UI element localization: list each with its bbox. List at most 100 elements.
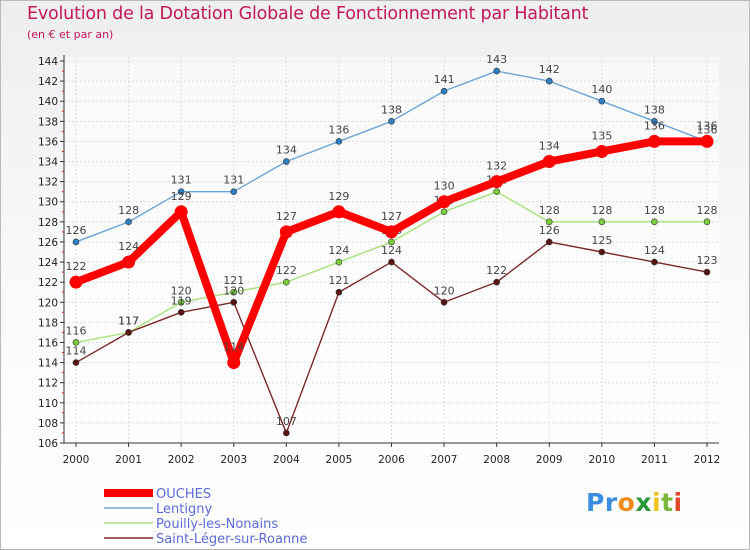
legend-label: Pouilly-les-Nonains <box>156 517 278 532</box>
x-tick-label: 2012 <box>694 454 721 466</box>
y-tick-label: 116 <box>38 337 58 349</box>
y-tick-label: 132 <box>38 177 58 189</box>
chart-subtitle: (en € et par an) <box>27 28 114 41</box>
data-label-ouches: 124 <box>118 240 139 253</box>
data-label-ouches: 134 <box>539 140 560 153</box>
data-point-pouilly-les-nonains <box>703 218 711 226</box>
y-tick-label: 130 <box>38 197 58 209</box>
data-label-ouches: 136 <box>644 119 665 132</box>
y-tick-label: 110 <box>38 398 58 410</box>
x-tick-label: 2009 <box>536 454 563 466</box>
data-point-lentigny <box>440 87 448 95</box>
data-label-ouches: 122 <box>66 260 87 273</box>
y-tick-label: 142 <box>38 76 58 88</box>
data-label-pouilly-les-nonains: 116 <box>66 324 87 337</box>
data-point-saint-l-ger-sur-roanne <box>335 288 343 296</box>
data-point-pouilly-les-nonains <box>283 278 290 286</box>
data-point-pouilly-les-nonains <box>651 218 658 226</box>
data-point-pouilly-les-nonains <box>230 288 238 296</box>
data-label-pouilly-les-nonains: 128 <box>644 204 665 217</box>
data-point-ouches <box>437 195 451 209</box>
data-point-ouches <box>700 134 714 148</box>
data-label-lentigny: 134 <box>276 144 297 157</box>
data-point-ouches <box>174 205 188 219</box>
data-point-saint-l-ger-sur-roanne <box>283 429 290 437</box>
data-point-ouches <box>122 255 136 269</box>
data-label-ouches: 135 <box>591 129 612 142</box>
data-label-saint-l-ger-sur-roanne: 117 <box>118 314 139 327</box>
x-tick-label: 2000 <box>63 454 90 466</box>
data-label-lentigny: 131 <box>171 174 192 187</box>
data-label-pouilly-les-nonains: 128 <box>697 204 718 217</box>
y-tick-label: 122 <box>38 277 58 289</box>
data-label-saint-l-ger-sur-roanne: 120 <box>223 284 244 297</box>
x-tick-label: 2002 <box>168 454 195 466</box>
y-tick-label: 120 <box>38 297 58 309</box>
data-label-pouilly-les-nonains: 124 <box>328 244 349 257</box>
x-tick-label: 2006 <box>378 454 405 466</box>
x-tick-label: 2010 <box>588 454 615 466</box>
data-point-lentigny <box>545 77 553 85</box>
data-label-saint-l-ger-sur-roanne: 122 <box>486 264 507 277</box>
x-tick-label: 2007 <box>431 454 458 466</box>
data-point-saint-l-ger-sur-roanne <box>703 268 711 276</box>
data-point-pouilly-les-nonains <box>545 218 553 226</box>
data-point-pouilly-les-nonains <box>598 218 606 226</box>
data-point-pouilly-les-nonains <box>177 298 185 306</box>
data-point-pouilly-les-nonains <box>493 188 500 195</box>
data-label-lentigny: 128 <box>118 204 139 217</box>
data-label-lentigny: 136 <box>328 123 349 136</box>
data-label-lentigny: 131 <box>223 174 244 187</box>
data-point-ouches <box>647 134 661 148</box>
data-point-lentigny <box>230 188 238 195</box>
data-label-lentigny: 143 <box>486 53 507 66</box>
data-point-saint-l-ger-sur-roanne <box>230 298 238 306</box>
logo-letter: r <box>604 488 618 517</box>
logo-letter: i <box>652 488 662 517</box>
y-tick-label: 106 <box>38 438 58 450</box>
y-tick-label: 144 <box>38 56 58 68</box>
data-point-saint-l-ger-sur-roanne <box>493 278 500 286</box>
data-label-pouilly-les-nonains: 120 <box>171 284 192 297</box>
data-point-lentigny <box>177 188 185 195</box>
data-point-lentigny <box>72 238 80 246</box>
y-tick-label: 138 <box>38 116 58 128</box>
data-label-saint-l-ger-sur-roanne: 121 <box>328 274 349 287</box>
data-label-saint-l-ger-sur-roanne: 126 <box>539 224 560 237</box>
legend-label: OUCHES <box>156 487 211 502</box>
data-label-saint-l-ger-sur-roanne: 124 <box>644 244 665 257</box>
y-tick-label: 128 <box>38 217 58 229</box>
data-label-saint-l-ger-sur-roanne: 123 <box>697 254 718 267</box>
data-point-lentigny <box>125 218 132 226</box>
x-tick-label: 2005 <box>326 454 353 466</box>
data-point-pouilly-les-nonains <box>335 258 343 266</box>
data-point-ouches <box>490 175 504 189</box>
data-label-ouches: 114 <box>223 341 244 354</box>
y-tick-label: 118 <box>38 317 58 329</box>
data-point-ouches <box>279 225 293 239</box>
data-label-pouilly-les-nonains: 121 <box>223 274 244 287</box>
data-label-pouilly-les-nonains: 122 <box>276 264 297 277</box>
legend-label: Saint-Léger-sur-Roanne <box>156 532 307 547</box>
data-point-pouilly-les-nonains <box>440 208 448 216</box>
x-tick-label: 2003 <box>220 454 247 466</box>
data-point-ouches <box>69 275 83 289</box>
data-label-pouilly-les-nonains: 117 <box>118 314 139 327</box>
data-point-lentigny <box>651 118 658 125</box>
legend-label: Lentigny <box>156 502 212 517</box>
data-label-ouches: 127 <box>276 210 297 223</box>
data-label-ouches: 127 <box>381 210 402 223</box>
data-point-saint-l-ger-sur-roanne <box>440 298 448 306</box>
y-tick-label: 114 <box>38 358 58 370</box>
logo-letter: i <box>673 488 683 517</box>
data-label-pouilly-les-nonains: 128 <box>539 204 560 217</box>
logo-letter: x <box>635 488 652 517</box>
data-point-ouches <box>332 205 346 219</box>
x-tick-label: 2001 <box>115 454 142 466</box>
x-tick-label: 2008 <box>483 454 510 466</box>
y-tick-label: 112 <box>38 378 58 390</box>
data-label-lentigny: 136 <box>697 123 718 136</box>
data-point-lentigny <box>335 138 343 145</box>
